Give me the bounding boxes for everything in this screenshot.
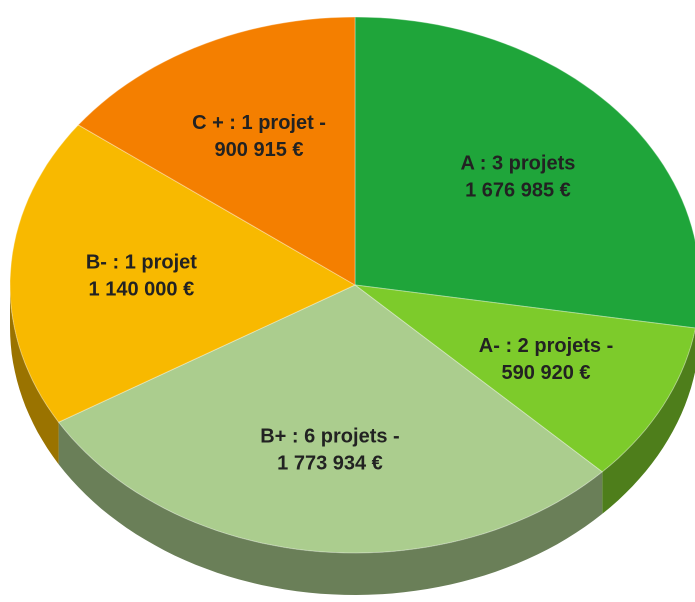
slice-value-label: 1 773 934 €	[277, 452, 383, 474]
slice	[353, 284, 695, 473]
slice-label: C + : 1 projet -	[192, 112, 326, 134]
slice-label: B- : 1 projet	[86, 252, 197, 274]
slice-value-label: 900 915 €	[215, 139, 304, 161]
slice	[354, 16, 695, 329]
slice-side	[602, 330, 695, 514]
slice-label: A : 3 projets	[461, 153, 576, 175]
slice	[57, 284, 604, 554]
slice-label: A- : 2 projets -	[479, 335, 613, 357]
slice-side	[10, 285, 59, 465]
slice-label: B+ : 6 projets -	[260, 425, 399, 447]
slice-value-label: 590 920 €	[502, 362, 591, 384]
slice-side	[58, 422, 603, 595]
slice	[77, 16, 356, 286]
slice-value-label: 1 676 985 €	[465, 180, 571, 202]
slice-value-label: 1 140 000 €	[89, 279, 195, 301]
slice	[9, 124, 357, 423]
